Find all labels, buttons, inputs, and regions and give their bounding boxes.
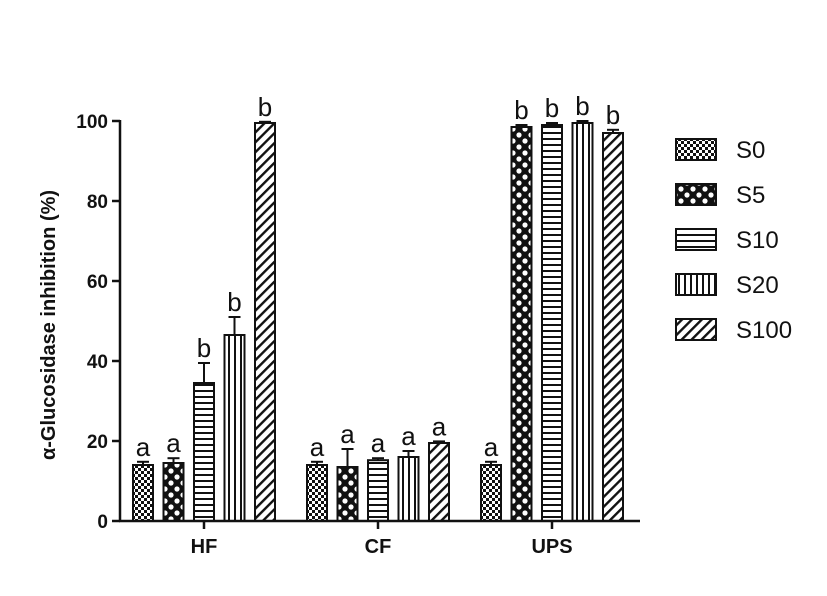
- significance-label: b: [514, 95, 528, 125]
- x-tick-label: HF: [191, 536, 218, 558]
- legend-label: S100: [736, 317, 792, 344]
- significance-label: a: [136, 432, 151, 462]
- significance-label: a: [371, 428, 386, 458]
- y-tick-label: 100: [76, 112, 108, 133]
- bar: [336, 466, 359, 522]
- legend: S0 S5 S10 S20 S100: [675, 137, 792, 344]
- bar: [306, 464, 328, 522]
- bar: [367, 459, 389, 523]
- significance-label: a: [401, 421, 416, 451]
- significance-label: b: [258, 92, 272, 122]
- y-axis-title: α-Glucosidase inhibition (%): [38, 190, 60, 460]
- significance-label: b: [606, 100, 620, 130]
- bar: [428, 442, 450, 522]
- bar: [541, 124, 563, 522]
- y-axis: 0 20 40 60 80 100: [76, 112, 122, 533]
- legend-swatch: [675, 318, 717, 341]
- bar: [480, 464, 502, 522]
- legend-label: S5: [736, 182, 765, 209]
- x-tick-label: UPS: [531, 536, 572, 558]
- y-tick-label: 0: [97, 512, 108, 533]
- bar: [602, 132, 624, 522]
- significance-label: a: [310, 432, 325, 462]
- significance-label: b: [545, 93, 559, 123]
- bar: [571, 122, 594, 522]
- y-tick-label: 80: [87, 192, 108, 213]
- significance-label: a: [340, 419, 355, 449]
- bar: [162, 462, 185, 522]
- y-tick-label: 20: [87, 432, 108, 453]
- y-tick-label: 60: [87, 272, 108, 293]
- significance-label: b: [227, 287, 241, 317]
- significance-label: a: [432, 411, 447, 441]
- significance-label: b: [197, 333, 211, 363]
- y-tick-label: 40: [87, 352, 108, 373]
- significance-label: a: [166, 428, 181, 458]
- significance-label: b: [575, 91, 589, 121]
- legend-label: S20: [736, 272, 779, 299]
- x-axis: HF CF UPS: [119, 519, 640, 558]
- x-tick-label: CF: [365, 536, 392, 558]
- significance-label: a: [484, 432, 499, 462]
- bar: [397, 456, 420, 522]
- legend-swatch: [675, 273, 717, 296]
- bar: [193, 382, 215, 522]
- legend-swatch: [675, 183, 717, 206]
- legend-swatch: [675, 228, 717, 251]
- bar: [254, 122, 276, 522]
- bar: [223, 334, 246, 522]
- bar: [510, 126, 533, 522]
- legend-label: S10: [736, 227, 779, 254]
- legend-label: S0: [736, 137, 765, 164]
- legend-swatch: [675, 138, 717, 161]
- bar: [132, 464, 154, 522]
